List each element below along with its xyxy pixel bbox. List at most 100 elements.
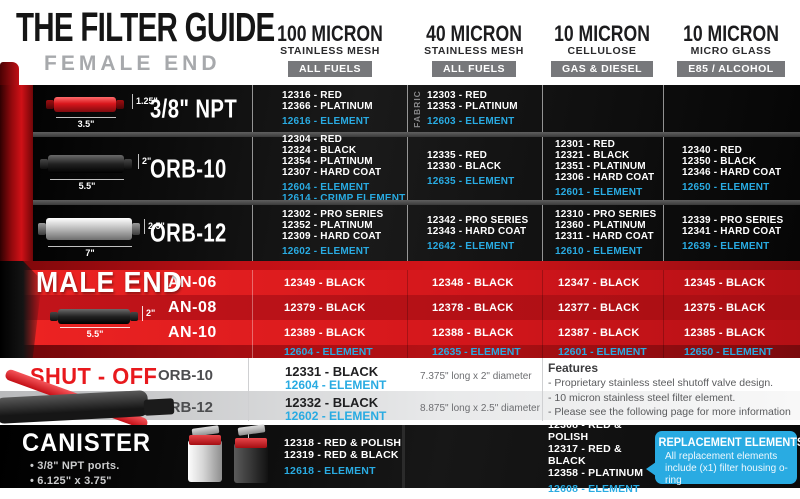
length-dimension: 3.5" <box>56 117 116 129</box>
element-numbers: 12642 - ELEMENT <box>427 240 515 252</box>
canister-title: CANISTER <box>22 429 152 457</box>
fuel-type-badge: ALL FUELS <box>287 61 373 77</box>
column-micron-label: 40 MICRON <box>426 21 522 46</box>
filter-endcap <box>50 312 58 321</box>
element-numbers: 12616 - ELEMENT <box>282 116 370 127</box>
male-end-section: AN-06 12349 - BLACK 12348 - BLACK 12347 … <box>0 261 800 358</box>
column-divider <box>407 270 408 358</box>
column-divider <box>542 205 543 261</box>
part-numbers: 12303 - RED 12353 - PLATINUM <box>427 90 518 112</box>
length-dimension: 5.5" <box>60 327 130 339</box>
part-number: 12345 - BLACK <box>684 276 766 289</box>
column-micron-label: 10 MICRON <box>683 21 779 46</box>
element-numbers: 12602 - ELEMENT <box>282 246 370 257</box>
part-numbers: 12301 - RED 12321 - BLACK 12351 - PLATIN… <box>555 139 655 183</box>
column-divider <box>407 205 408 261</box>
features-heading: Features <box>548 361 599 375</box>
column-divider <box>663 270 664 358</box>
part-number: 12379 - BLACK <box>284 301 366 314</box>
diameter-dimension: 2.5" <box>144 219 165 234</box>
part-number: 12332 - BLACK <box>285 395 379 410</box>
cell-npt-100micron: 12316 - RED 12366 - PLATINUM 12616 - ELE… <box>252 85 407 132</box>
column-header-40-micron: 40 MICRON STAINLESS MESH ALL FUELS <box>399 21 549 77</box>
orb10-filter-illustration: 2" 5.5" <box>40 147 162 193</box>
part-number: 12375 - BLACK <box>684 301 766 314</box>
element-number: 12601 - ELEMENT <box>558 345 647 358</box>
canister-cap <box>189 435 221 445</box>
column-divider <box>407 85 408 132</box>
cell-orb10-40micron: 12335 - RED 12330 - BLACK 12635 - ELEMEN… <box>407 137 542 200</box>
shutoff-valve-illustration <box>0 366 191 430</box>
filter-endcap <box>46 100 54 109</box>
page-title: THE FILTER GUIDE <box>16 4 275 50</box>
cell-orb10-microglass: 12340 - RED 12350 - BLACK 12346 - HARD C… <box>663 137 800 200</box>
part-numbers: 12302 - PRO SERIES 12352 - PLATINUM 1230… <box>282 209 384 242</box>
row-label-orb12: ORB-12 <box>150 217 227 248</box>
part-number: 12348 - BLACK <box>432 276 514 289</box>
replacement-heading: REPLACEMENT ELEMENTS <box>658 437 800 449</box>
cell-orb12-100micron: 12302 - PRO SERIES 12352 - PLATINUM 1230… <box>252 205 407 261</box>
canister-silver <box>188 435 222 482</box>
column-divider <box>252 270 253 358</box>
cell-orb10-cellulose: 12301 - RED 12321 - BLACK 12351 - PLATIN… <box>542 137 663 200</box>
element-numbers: 12639 - ELEMENT <box>682 240 770 252</box>
row-label-npt: 3/8" NPT <box>150 93 238 123</box>
column-divider <box>663 205 664 261</box>
part-number: 12378 - BLACK <box>432 301 514 314</box>
part-numbers: 12340 - RED 12350 - BLACK 12346 - HARD C… <box>682 144 782 178</box>
filter-endcap <box>130 312 138 321</box>
part-number: 12388 - BLACK <box>432 326 514 339</box>
filter-body <box>58 309 130 324</box>
column-divider <box>542 137 543 200</box>
row-label-an10: AN-10 <box>168 323 217 341</box>
element-numbers: 12604 - ELEMENT 12614 - CRIMP ELEMENT <box>282 181 406 204</box>
column-media-label: STAINLESS MESH <box>424 45 524 57</box>
column-divider <box>407 137 408 200</box>
filter-endcap <box>132 223 140 235</box>
diameter-dimension: 2" <box>138 154 151 169</box>
filter-endcap <box>38 223 46 235</box>
row-label-an06: AN-06 <box>168 273 217 291</box>
size-description: 8.875" long x 2.5" diameter <box>420 403 540 414</box>
cell-orb12-microglass: 12339 - PRO SERIES 12341 - HARD COAT 126… <box>663 205 800 261</box>
cell-orb12-cellulose: 12310 - PRO SERIES 12360 - PLATINUM 1231… <box>542 205 663 261</box>
column-micron-label: 100 MICRON <box>277 21 383 46</box>
part-numbers: 12318 - RED & POLISH 12319 - RED & BLACK <box>284 436 402 461</box>
column-header-10-micron-microglass: 10 MICRON MICRO GLASS E85 / ALCOHOL <box>656 21 800 77</box>
diameter-dimension: 2" <box>142 306 155 321</box>
part-numbers: 12316 - RED 12366 - PLATINUM <box>282 90 373 112</box>
filter-endcap <box>116 100 124 109</box>
npt-filter-illustration: 1.25" 3.5" <box>46 91 158 131</box>
row-label-shutoff-orb10: ORB-10 <box>158 367 214 384</box>
cell-canister-cellulose: 12308 - RED & POLISH 12317 - RED & BLACK… <box>538 419 658 495</box>
cell-orb10-100micron: 12304 - RED 12324 - BLACK 12354 - PLATIN… <box>252 134 407 204</box>
male-element-row: 12604 - ELEMENT 12635 - ELEMENT 12601 - … <box>0 345 800 358</box>
column-divider <box>248 358 249 421</box>
column-header-100-micron: 100 MICRON STAINLESS MESH ALL FUELS <box>255 21 405 77</box>
filter-body <box>46 218 132 240</box>
male-row-an06: AN-06 12349 - BLACK 12348 - BLACK 12347 … <box>0 270 800 295</box>
column-divider <box>542 270 543 358</box>
part-number: 12331 - BLACK <box>285 364 379 379</box>
filter-endcap <box>40 159 48 169</box>
column-divider <box>402 425 405 488</box>
cell-npt-40micron: 12303 - RED 12353 - PLATINUM 12603 - ELE… <box>407 85 542 132</box>
female-end-section-label: FEMALE END <box>44 52 221 75</box>
cell-orb12-40micron: 12342 - PRO SERIES 12343 - HARD COAT 126… <box>407 205 542 261</box>
column-micron-label: 10 MICRON <box>554 21 650 46</box>
column-divider <box>252 205 253 261</box>
orb12-filter-illustration: 2.5" 7" <box>38 210 168 258</box>
row-orb10: 2" 5.5" ORB-10 12304 - RED 12324 - BLACK… <box>0 134 800 204</box>
column-divider <box>663 137 664 200</box>
replacement-body: All replacement elements include (x1) fi… <box>665 451 788 486</box>
red-filter-photo-top <box>0 62 19 85</box>
part-number: 12389 - BLACK <box>284 326 366 339</box>
element-numbers: 12601 - ELEMENT <box>555 187 643 198</box>
part-number: 12347 - BLACK <box>558 276 640 289</box>
filter-endcap <box>124 159 132 169</box>
part-numbers: 12339 - PRO SERIES 12341 - HARD COAT <box>682 214 784 237</box>
element-numbers: 12608 - ELEMENT <box>548 482 640 495</box>
column-divider <box>542 85 543 132</box>
features-list: - Proprietary stainless steel shutoff va… <box>548 377 791 418</box>
